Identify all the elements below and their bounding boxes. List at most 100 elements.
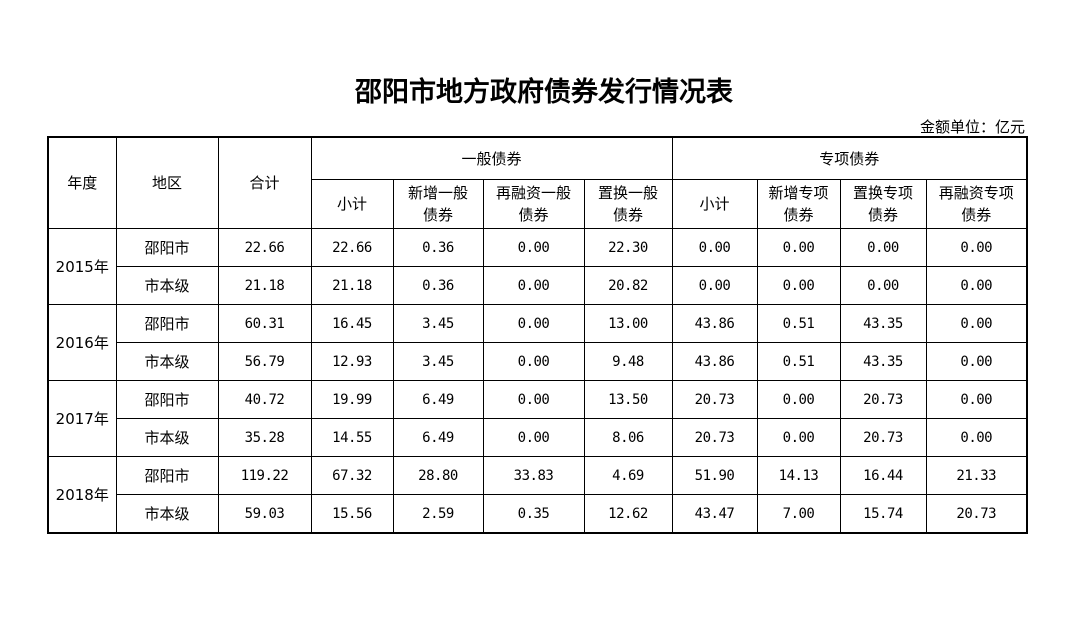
page-title: 邵阳市地方政府债券发行情况表 bbox=[355, 77, 733, 108]
value-cell: 0.00 bbox=[482, 418, 585, 457]
value-cell: 67.32 bbox=[310, 456, 394, 495]
value-cell: 0.00 bbox=[671, 228, 758, 267]
header-year: 年度 bbox=[47, 136, 117, 229]
header-special-sub: 置换专项 债券 bbox=[839, 179, 927, 229]
value-cell: 0.00 bbox=[482, 266, 585, 305]
header-special-sub: 小计 bbox=[671, 179, 758, 229]
year-cell: 2016年 bbox=[47, 304, 117, 381]
table-row: 市本级 56.79 12.93 3.45 0.00 9.48 43.86 0.51 43.35 0… bbox=[48, 342, 1028, 381]
value-cell: 0.00 bbox=[482, 228, 585, 267]
value-cell: 21.18 bbox=[217, 266, 312, 305]
region-cell: 市本级 bbox=[115, 418, 219, 457]
value-cell: 3.45 bbox=[392, 342, 484, 381]
value-cell: 35.28 bbox=[217, 418, 312, 457]
value-cell: 22.30 bbox=[583, 228, 673, 267]
year-cell: 2015年 bbox=[47, 228, 117, 305]
value-cell: 0.00 bbox=[756, 418, 841, 457]
region-cell: 邵阳市 bbox=[115, 304, 219, 343]
value-cell: 6.49 bbox=[392, 380, 484, 419]
value-cell: 20.82 bbox=[583, 266, 673, 305]
value-cell: 15.56 bbox=[310, 494, 394, 534]
value-cell: 15.74 bbox=[839, 494, 927, 534]
header-special: 专项债券 bbox=[671, 136, 1028, 180]
table-row: 2018年 邵阳市 119.22 67.32 28.80 33.83 4.69 51.90 14… bbox=[47, 456, 1028, 534]
value-cell: 0.00 bbox=[839, 266, 927, 305]
value-cell: 0.00 bbox=[925, 304, 1028, 343]
value-cell: 0.00 bbox=[482, 380, 585, 419]
table-row: 市本级 59.03 15.56 2.59 0.35 12.62 43.47 7.00 15.74… bbox=[48, 494, 1028, 534]
value-cell: 0.00 bbox=[925, 380, 1028, 419]
value-cell: 60.31 bbox=[217, 304, 312, 343]
value-cell: 43.35 bbox=[839, 304, 927, 343]
value-cell: 33.83 bbox=[482, 456, 585, 495]
region-cell: 市本级 bbox=[115, 266, 219, 305]
value-cell: 43.86 bbox=[671, 342, 758, 381]
year-cell: 2017年 bbox=[47, 380, 117, 457]
value-cell: 0.51 bbox=[756, 342, 841, 381]
bond-table: 年度 地区 合计 一般债券 专项债券 小计 新增一般 债券 再融资一般 债券 置换一般 债券… bbox=[47, 136, 1028, 534]
table-row: 市本级 35.28 14.55 6.49 0.00 8.06 20.73 0.00 20.73 0… bbox=[48, 418, 1028, 457]
value-cell: 20.73 bbox=[839, 418, 927, 457]
value-cell: 4.69 bbox=[583, 456, 673, 495]
header-region: 地区 bbox=[115, 136, 219, 229]
value-cell: 0.00 bbox=[756, 228, 841, 267]
table-row: 2017年 邵阳市 40.72 19.99 6.49 0.00 13.50 20.73 0.00… bbox=[47, 380, 1028, 457]
value-cell: 0.00 bbox=[925, 266, 1028, 305]
region-cell: 市本级 bbox=[115, 494, 219, 534]
value-cell: 13.00 bbox=[583, 304, 673, 343]
value-cell: 43.47 bbox=[671, 494, 758, 534]
value-cell: 0.00 bbox=[925, 342, 1028, 381]
value-cell: 0.00 bbox=[756, 380, 841, 419]
value-cell: 59.03 bbox=[217, 494, 312, 534]
value-cell: 0.51 bbox=[756, 304, 841, 343]
value-cell: 22.66 bbox=[310, 228, 394, 267]
value-cell: 22.66 bbox=[217, 228, 312, 267]
header-general-sub: 小计 bbox=[310, 179, 394, 229]
value-cell: 43.35 bbox=[839, 342, 927, 381]
value-cell: 40.72 bbox=[217, 380, 312, 419]
value-cell: 0.00 bbox=[482, 342, 585, 381]
value-cell: 56.79 bbox=[217, 342, 312, 381]
value-cell: 21.18 bbox=[310, 266, 394, 305]
value-cell: 0.00 bbox=[925, 228, 1028, 267]
header-total: 合计 bbox=[217, 136, 312, 229]
value-cell: 43.86 bbox=[671, 304, 758, 343]
header-special-sub: 新增专项 债券 bbox=[756, 179, 841, 229]
value-cell: 119.22 bbox=[217, 456, 312, 495]
value-cell: 20.73 bbox=[671, 418, 758, 457]
value-cell: 21.33 bbox=[925, 456, 1028, 495]
value-cell: 0.36 bbox=[392, 228, 484, 267]
region-cell: 邵阳市 bbox=[115, 380, 219, 419]
table-row: 2015年 邵阳市 22.66 22.66 0.36 0.00 22.30 0.00 0.00 0… bbox=[47, 228, 1028, 305]
value-cell: 19.99 bbox=[310, 380, 394, 419]
header-special-sub: 再融资专项 债券 bbox=[925, 179, 1028, 229]
value-cell: 12.93 bbox=[310, 342, 394, 381]
year-cell: 2018年 bbox=[47, 456, 117, 534]
region-cell: 市本级 bbox=[115, 342, 219, 381]
region-cell: 邵阳市 bbox=[115, 228, 219, 267]
header-general: 一般债券 bbox=[310, 136, 673, 180]
value-cell: 0.00 bbox=[925, 418, 1028, 457]
header-general-sub: 置换一般 债券 bbox=[583, 179, 673, 229]
table-row: 市本级 21.18 21.18 0.36 0.00 20.82 0.00 0.00 0.00 0.… bbox=[48, 266, 1028, 305]
value-cell: 12.62 bbox=[583, 494, 673, 534]
value-cell: 9.48 bbox=[583, 342, 673, 381]
value-cell: 14.55 bbox=[310, 418, 394, 457]
value-cell: 6.49 bbox=[392, 418, 484, 457]
header-general-sub: 新增一般 债券 bbox=[392, 179, 484, 229]
value-cell: 2.59 bbox=[392, 494, 484, 534]
value-cell: 0.36 bbox=[392, 266, 484, 305]
value-cell: 0.00 bbox=[756, 266, 841, 305]
value-cell: 8.06 bbox=[583, 418, 673, 457]
value-cell: 20.73 bbox=[925, 494, 1028, 534]
header-general-sub: 再融资一般 债券 bbox=[482, 179, 585, 229]
value-cell: 16.45 bbox=[310, 304, 394, 343]
value-cell: 28.80 bbox=[392, 456, 484, 495]
table-row: 2016年 邵阳市 60.31 16.45 3.45 0.00 13.00 43.86 0.51… bbox=[47, 304, 1028, 381]
value-cell: 20.73 bbox=[671, 380, 758, 419]
value-cell: 16.44 bbox=[839, 456, 927, 495]
value-cell: 51.90 bbox=[671, 456, 758, 495]
value-cell: 7.00 bbox=[756, 494, 841, 534]
value-cell: 14.13 bbox=[756, 456, 841, 495]
value-cell: 0.35 bbox=[482, 494, 585, 534]
